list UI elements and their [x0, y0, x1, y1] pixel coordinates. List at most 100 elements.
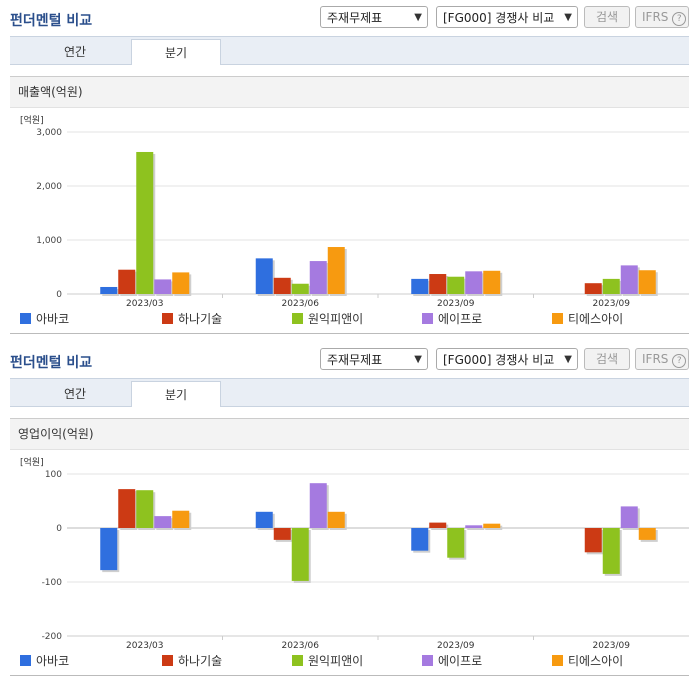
divider	[10, 333, 689, 334]
peer-group-select[interactable]: [FG000] 경쟁사 비교 ▼	[436, 6, 578, 28]
tab-quarterly[interactable]: 분기	[131, 381, 221, 407]
bar	[136, 490, 154, 528]
ifrs-label: IFRS	[642, 10, 669, 24]
legend-swatch	[20, 655, 31, 666]
legend-item[interactable]: 에이프로	[422, 310, 482, 327]
legend-item[interactable]: 아바코	[20, 310, 69, 327]
bar	[291, 528, 309, 581]
x-tick-label: 2023/03	[126, 299, 163, 309]
bar	[465, 271, 483, 294]
help-icon: ?	[672, 12, 687, 26]
legend-label: 원익피앤이	[308, 312, 364, 326]
legend-swatch	[552, 313, 563, 324]
help-icon: ?	[672, 354, 687, 368]
bar	[447, 276, 465, 294]
legend-swatch	[292, 313, 303, 324]
bar	[638, 270, 656, 294]
x-tick-label: 2023/06	[282, 641, 320, 651]
y-tick-label: 1,000	[36, 236, 62, 246]
ifrs-button[interactable]: IFRS ?	[635, 6, 689, 28]
chevron-down-icon: ▼	[414, 354, 422, 365]
bar	[447, 528, 465, 558]
legend-item[interactable]: 티에스아이	[552, 310, 623, 327]
ifrs-button[interactable]: IFRS ?	[635, 348, 689, 370]
bar-shadow	[467, 527, 485, 530]
bar	[327, 511, 345, 528]
bar	[291, 283, 309, 294]
legend-label: 티에스아이	[568, 312, 624, 326]
chevron-down-icon: ▼	[564, 354, 572, 365]
bar	[273, 528, 291, 540]
legend-swatch	[552, 655, 563, 666]
bar	[154, 279, 172, 294]
y-tick-label: 0	[56, 524, 62, 534]
bar	[154, 516, 172, 528]
x-tick-label: 2023/09	[593, 299, 631, 309]
revenue-panel: 펀더멘털 비교 주재무제표 ▼ [FG000] 경쟁사 비교 ▼ 검색 IFRS ?…	[10, 6, 689, 334]
bar	[172, 510, 190, 528]
tab-annual[interactable]: 연간	[63, 387, 87, 401]
legend-swatch	[162, 655, 173, 666]
legend-swatch	[292, 655, 303, 666]
x-tick-label: 2023/06	[282, 299, 320, 309]
y-tick-label: 3,000	[36, 128, 62, 138]
legend-item[interactable]: 하나기술	[162, 652, 222, 669]
y-tick-label: 100	[45, 470, 62, 480]
legend-item[interactable]: 원익피앤이	[292, 652, 363, 669]
legend-item[interactable]: 아바코	[20, 652, 69, 669]
bar	[309, 483, 327, 528]
bar	[429, 274, 447, 294]
legend-item[interactable]: 원익피앤이	[292, 310, 363, 327]
legend-label: 에이프로	[438, 312, 483, 326]
period-tabs: 연간 분기	[10, 36, 689, 65]
legend-swatch	[162, 313, 173, 324]
statement-type-value: 주재무제표	[327, 353, 383, 367]
bar	[584, 528, 602, 553]
tab-quarterly[interactable]: 분기	[131, 39, 221, 65]
y-tick-label: 0	[56, 290, 62, 300]
chevron-down-icon: ▼	[414, 12, 422, 23]
legend-swatch	[422, 313, 433, 324]
bar	[584, 283, 602, 294]
peer-group-select[interactable]: [FG000] 경쟁사 비교 ▼	[436, 348, 578, 370]
legend-item[interactable]: 하나기술	[162, 310, 222, 327]
y-tick-label: 2,000	[36, 182, 62, 192]
search-button[interactable]: 검색	[584, 348, 630, 370]
peer-group-value: [FG000] 경쟁사 비교	[443, 11, 555, 25]
y-unit-label: [억원]	[20, 456, 44, 468]
y-tick-label: -200	[42, 632, 63, 642]
statement-type-value: 주재무제표	[327, 11, 383, 25]
statement-type-select[interactable]: 주재무제표 ▼	[320, 348, 428, 370]
legend-label: 하나기술	[178, 312, 223, 326]
x-tick-label: 2023/09	[437, 299, 475, 309]
search-button[interactable]: 검색	[584, 6, 630, 28]
bar	[465, 525, 483, 528]
bar	[273, 277, 291, 294]
statement-type-select[interactable]: 주재무제표 ▼	[320, 6, 428, 28]
bar	[136, 151, 154, 294]
bar	[255, 511, 273, 528]
legend-label: 아바코	[36, 654, 70, 668]
bar	[411, 278, 429, 294]
operating-profit-panel: 펀더멘털 비교 주재무제표 ▼ [FG000] 경쟁사 비교 ▼ 검색 IFRS ?…	[0, 342, 696, 684]
bar	[620, 265, 638, 294]
bar	[100, 528, 118, 571]
bar	[327, 247, 345, 294]
legend-label: 티에스아이	[568, 654, 624, 668]
divider	[10, 675, 689, 676]
period-tabs: 연간 분기	[10, 378, 689, 407]
legend-item[interactable]: 에이프로	[422, 652, 482, 669]
bar	[602, 278, 620, 294]
bar	[118, 489, 136, 528]
tab-annual[interactable]: 연간	[63, 45, 87, 59]
x-tick-label: 2023/03	[126, 641, 163, 651]
panel-title: 펀더멘털 비교	[10, 13, 93, 29]
bar	[309, 261, 327, 294]
chart-subtitle: 영업이익(억원)	[10, 418, 689, 450]
bar	[118, 269, 136, 294]
panel-title: 펀더멘털 비교	[10, 355, 93, 371]
bar	[483, 523, 501, 528]
legend-swatch	[20, 313, 31, 324]
y-unit-label: [억원]	[20, 114, 44, 126]
legend-item[interactable]: 티에스아이	[552, 652, 623, 669]
